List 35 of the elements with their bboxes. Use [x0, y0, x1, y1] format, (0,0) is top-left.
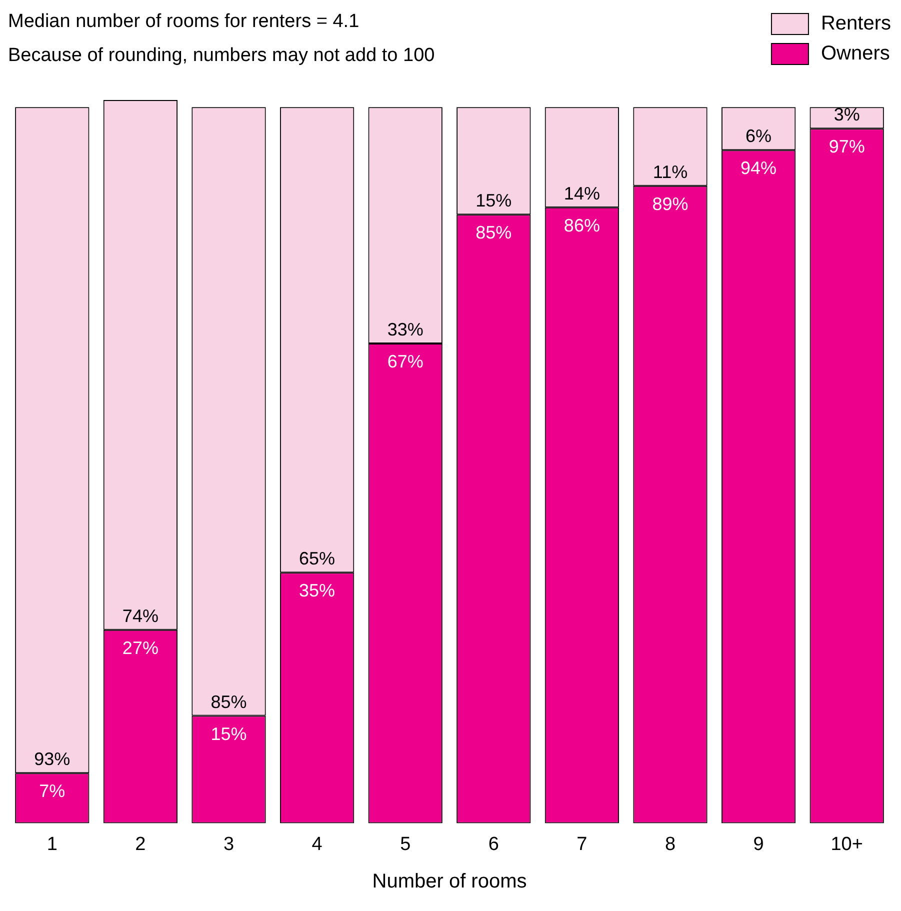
data-label: 15%	[210, 724, 247, 744]
data-label: 33%	[387, 319, 424, 340]
x-tick-label: 5	[400, 834, 411, 855]
x-tick-label: 6	[488, 834, 499, 855]
x-tick-label: 9	[753, 834, 764, 855]
legend-label: Renters	[820, 12, 891, 35]
data-label: 14%	[564, 183, 600, 204]
data-label: 85%	[210, 692, 247, 712]
data-label: 3%	[834, 104, 860, 125]
x-tick-label: 4	[312, 834, 323, 855]
x-tick-label: 1	[46, 834, 58, 855]
data-label: 65%	[299, 548, 336, 569]
data-label: 15%	[476, 190, 512, 211]
data-label: 89%	[652, 194, 688, 214]
data-label: 93%	[34, 749, 70, 770]
data-label: 6%	[746, 126, 772, 146]
x-tick-label: 3	[223, 834, 234, 855]
x-tick-label: 8	[664, 834, 676, 855]
data-label: 74%	[122, 606, 158, 626]
data-label: 85%	[476, 222, 512, 243]
data-label: 97%	[828, 136, 865, 157]
text: Median number of rooms for renters = 4.1	[8, 11, 360, 32]
x-tick-label: 10+	[830, 834, 863, 855]
text: Because of rounding, numbers may not add to 100	[8, 45, 435, 66]
data-label: 94%	[740, 158, 777, 178]
x-tick-label: 7	[576, 834, 588, 855]
x-tick-label: 2	[135, 834, 146, 855]
data-label: 86%	[564, 215, 600, 236]
legend-label: Owners	[820, 42, 890, 65]
data-label: 11%	[652, 162, 688, 182]
data-label: 7%	[39, 781, 66, 802]
data-label: 35%	[299, 580, 336, 601]
data-label: 67%	[387, 351, 424, 372]
x-axis-title: Number of rooms	[372, 870, 527, 893]
data-label: 27%	[122, 638, 158, 658]
